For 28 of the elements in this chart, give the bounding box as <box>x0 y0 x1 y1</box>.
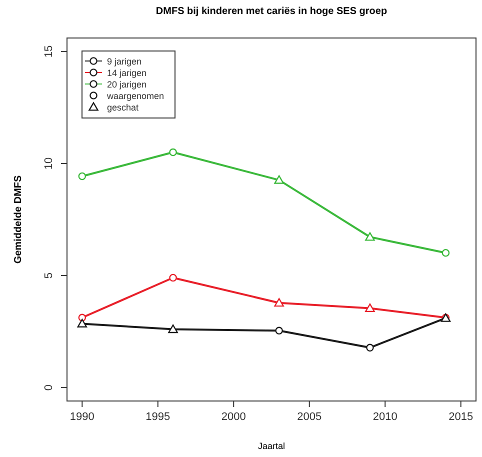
y-tick-label: 10 <box>43 157 55 170</box>
y-axis-title: Gemiddelde DMFS <box>13 175 24 264</box>
point <box>77 318 88 328</box>
point <box>365 303 375 312</box>
legend-label: 9 jarigen <box>107 56 142 66</box>
legend-label: geschat <box>107 102 140 112</box>
point <box>169 148 177 156</box>
point <box>169 274 177 282</box>
point <box>78 172 86 180</box>
legend-label: waargenomen <box>106 91 164 101</box>
x-tick-label: 2005 <box>297 411 322 423</box>
point <box>442 248 450 257</box>
y-tick-label: 0 <box>43 384 55 391</box>
x-tick-label: 2010 <box>372 411 398 423</box>
y-tick-label: 15 <box>43 45 55 58</box>
point <box>274 298 284 307</box>
y-tick-label: 5 <box>43 272 55 279</box>
point <box>274 175 284 184</box>
legend-label: 14 jarigen <box>107 68 147 78</box>
x-tick-label: 1990 <box>70 411 94 423</box>
point <box>168 324 178 334</box>
legend-label: 20 jarigen <box>107 80 147 90</box>
x-tick-label: 2015 <box>448 411 474 423</box>
point <box>365 232 375 241</box>
chart-title: DMFS bij kinderen met cariës in hoge SES groep <box>156 6 388 17</box>
x-tick-label: 2000 <box>221 411 246 423</box>
x-tick-label: 1995 <box>146 411 170 423</box>
x-axis-title: Jaartal <box>258 441 286 451</box>
